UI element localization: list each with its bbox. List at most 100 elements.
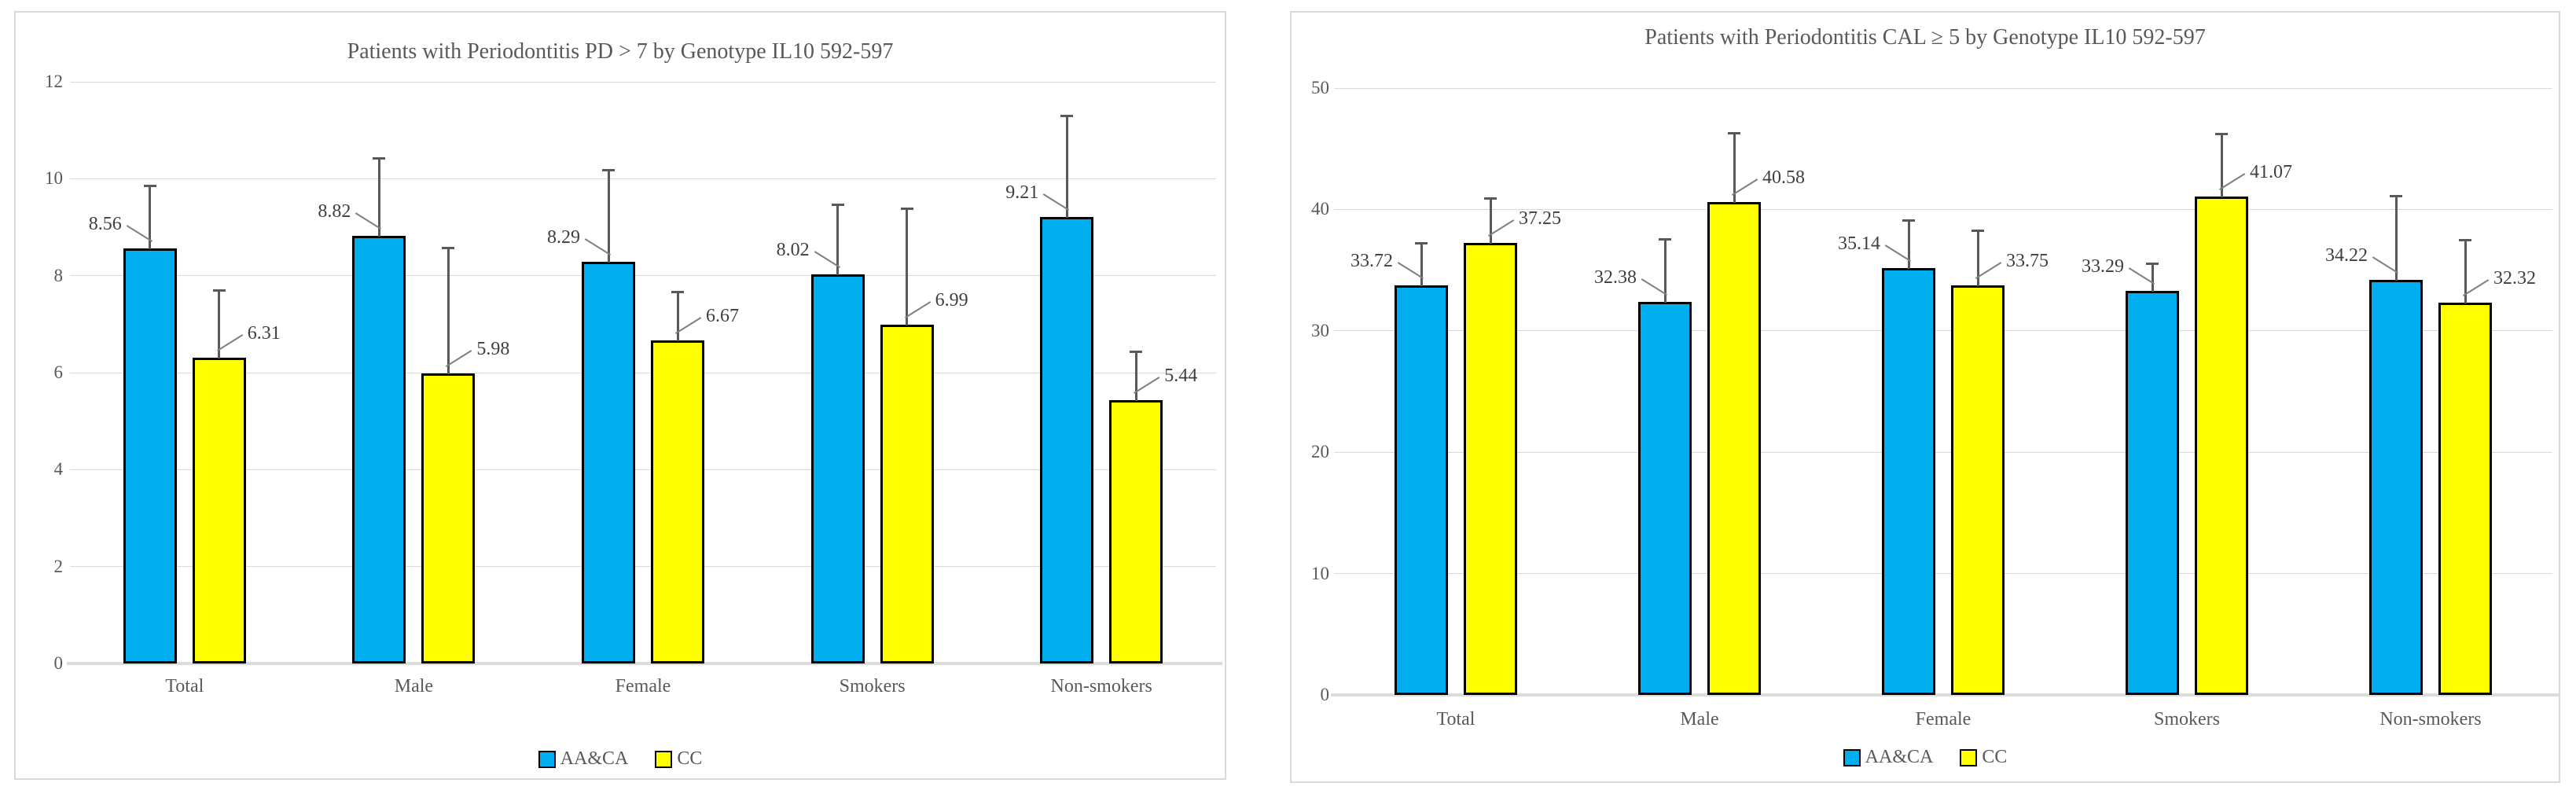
bar-cell-male-cc: 40.58 — [1707, 88, 1805, 695]
bar — [1395, 285, 1448, 695]
bar-cell-total-aa-ca: 33.72 — [1350, 88, 1448, 695]
plot-area: 33.72 37.25 Total 32.38 40.58 Male 35.14 33.75 F… — [1331, 87, 2559, 730]
error-bar-cap — [212, 289, 226, 292]
error-bar-cap — [1484, 197, 1497, 200]
value-label: 33.72 — [1350, 251, 1393, 272]
bar-cell-total-cc: 6.31 — [192, 82, 281, 663]
bar — [2369, 279, 2423, 695]
y-tick-label: 10 — [45, 168, 63, 189]
error-bar-cap — [831, 204, 844, 207]
y-tick-label: 8 — [53, 265, 64, 285]
error-bar-cap — [1130, 350, 1143, 353]
y-tick-label: 40 — [1311, 199, 1329, 219]
legend-label-aa-ca: AA&CA — [1865, 747, 1934, 767]
gridline — [1334, 451, 2552, 453]
callout-leader-line — [446, 350, 472, 368]
gridline — [70, 178, 1216, 179]
error-bar — [2394, 197, 2398, 281]
error-bar-cap — [1415, 242, 1428, 245]
y-tick-label: 0 — [1320, 685, 1330, 704]
error-bar-cap — [1972, 230, 1984, 233]
value-label: 6.99 — [935, 289, 968, 311]
x-category-label: Smokers — [2154, 709, 2220, 730]
error-bar — [2220, 134, 2223, 197]
bar — [651, 340, 704, 663]
bar — [421, 373, 476, 663]
y-axis: 0 10 20 30 40 50 — [1296, 78, 1329, 704]
bar — [582, 261, 635, 663]
bar — [352, 236, 406, 663]
error-bar-cap — [143, 184, 156, 187]
legend-label-cc: CC — [1982, 747, 2008, 767]
plot-area: 8.56 6.31 Total 8.82 5.98 Male 8.29 6.67 Female 8… — [67, 81, 1222, 697]
bar-cell-male-aa-ca: 32.38 — [1594, 88, 1692, 695]
gridline — [70, 81, 1216, 83]
legend-item-cc: CC — [1960, 747, 2007, 768]
gridline — [70, 469, 1216, 470]
error-bar — [607, 170, 610, 263]
legend-swatch-aa-ca-icon — [1843, 748, 1861, 766]
error-bar-cap — [2390, 195, 2402, 198]
error-bar-cap — [2459, 238, 2471, 241]
x-axis-line — [1331, 693, 2559, 697]
callout-leader-line — [674, 316, 702, 334]
bar-cell-female-aa-ca: 35.14 — [1838, 88, 1935, 695]
x-category-label: Male — [1680, 709, 1719, 730]
y-axis: 0 2 4 6 8 10 12 — [24, 72, 64, 673]
x-category-label: Female — [615, 676, 671, 697]
bar — [1464, 242, 1517, 695]
value-label: 41.07 — [2250, 161, 2292, 182]
y-tick-label: 10 — [1311, 563, 1329, 583]
y-tick-label: 4 — [53, 459, 64, 480]
error-bar-cap — [900, 207, 913, 210]
bar-cell-total-cc: 37.25 — [1464, 88, 1561, 695]
legend-swatch-aa-ca-icon — [538, 750, 556, 768]
error-bar — [2464, 240, 2467, 303]
bar-cell-male-cc: 5.98 — [421, 82, 509, 663]
callout-leader-line — [904, 301, 931, 318]
gridline — [1334, 87, 2552, 89]
error-bar-cap — [1902, 219, 1915, 222]
value-label: 8.02 — [776, 240, 810, 261]
x-category-label: Non-smokers — [1050, 676, 1152, 697]
bar — [1040, 217, 1094, 663]
chart-panel-cal5: Patients with Periodontitis CAL ≥ 5 by G… — [1290, 11, 2560, 783]
x-category-label: Male — [394, 676, 434, 697]
value-label: 33.75 — [2006, 250, 2049, 271]
legend-swatch-cc-icon — [655, 750, 673, 768]
bar — [1882, 268, 1935, 695]
gridline — [70, 275, 1216, 277]
error-bar-cap — [2146, 262, 2159, 265]
callout-leader-line — [1731, 178, 1758, 197]
callout-leader-line — [1134, 376, 1160, 394]
value-label: 8.29 — [547, 226, 580, 248]
gridline — [1334, 208, 2552, 210]
y-tick-label: 0 — [53, 653, 64, 673]
bar-cell-female-cc: 6.67 — [651, 82, 739, 663]
bar — [1951, 285, 2005, 695]
callout-leader-line — [1487, 219, 1515, 237]
error-bar — [906, 208, 909, 325]
chart-title: Patients with Periodontitis PD > 7 by Ge… — [347, 39, 894, 64]
bar — [2195, 196, 2248, 695]
error-bar — [836, 205, 840, 276]
bar-cell-non-smokers-cc: 32.32 — [2438, 88, 2536, 695]
bar — [123, 248, 177, 663]
error-bar-cap — [2215, 132, 2228, 135]
error-bar — [1420, 244, 1423, 287]
bar — [810, 274, 865, 663]
legend-label-cc: CC — [677, 748, 703, 769]
error-bar-cap — [671, 291, 684, 294]
error-bar — [1976, 231, 1979, 286]
legend-swatch-cc-icon — [1960, 748, 1978, 766]
error-bar — [218, 290, 221, 358]
bar-cell-non-smokers-aa-ca: 9.21 — [1005, 82, 1094, 663]
chart-title: Patients with Periodontitis CAL ≥ 5 by G… — [1644, 25, 2206, 50]
value-label: 6.31 — [247, 322, 281, 344]
bar-cell-non-smokers-aa-ca: 34.22 — [2325, 88, 2423, 695]
bar-cell-smokers-cc: 41.07 — [2195, 88, 2292, 695]
error-bar — [377, 159, 380, 237]
legend-item-aa-ca: AA&CA — [538, 748, 628, 770]
value-label: 5.98 — [476, 339, 510, 360]
